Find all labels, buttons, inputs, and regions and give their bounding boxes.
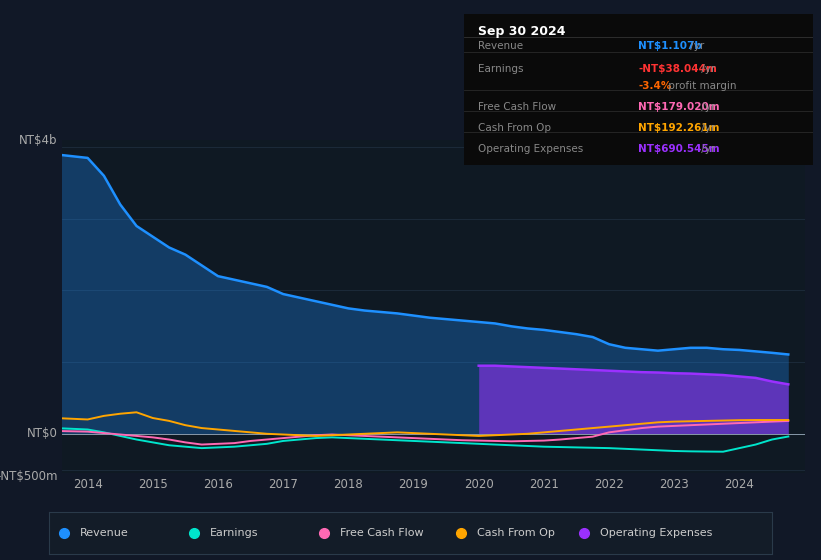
Text: profit margin: profit margin (665, 81, 737, 91)
Text: Revenue: Revenue (478, 41, 523, 51)
Text: Revenue: Revenue (80, 529, 128, 538)
Text: Operating Expenses: Operating Expenses (478, 144, 583, 154)
Text: Free Cash Flow: Free Cash Flow (340, 529, 424, 538)
Text: -NT$500m: -NT$500m (0, 470, 57, 483)
Text: /yr: /yr (698, 102, 715, 111)
Text: NT$690.545m: NT$690.545m (639, 144, 720, 154)
Text: NT$192.261m: NT$192.261m (639, 123, 720, 133)
Text: /yr: /yr (698, 64, 715, 74)
Text: Earnings: Earnings (209, 529, 258, 538)
Text: NT$0: NT$0 (27, 427, 57, 440)
Text: Sep 30 2024: Sep 30 2024 (478, 25, 566, 38)
Text: Cash From Op: Cash From Op (478, 123, 551, 133)
Text: /yr: /yr (687, 41, 704, 51)
Text: NT$4b: NT$4b (20, 134, 57, 147)
Text: /yr: /yr (698, 144, 715, 154)
Text: NT$179.020m: NT$179.020m (639, 102, 720, 111)
Text: Earnings: Earnings (478, 64, 523, 74)
Text: Cash From Op: Cash From Op (477, 529, 555, 538)
Text: Operating Expenses: Operating Expenses (600, 529, 712, 538)
Text: /yr: /yr (698, 123, 715, 133)
Text: NT$1.107b: NT$1.107b (639, 41, 702, 51)
Text: -NT$38.044m: -NT$38.044m (639, 64, 718, 74)
Text: -3.4%: -3.4% (639, 81, 672, 91)
Text: Free Cash Flow: Free Cash Flow (478, 102, 556, 111)
